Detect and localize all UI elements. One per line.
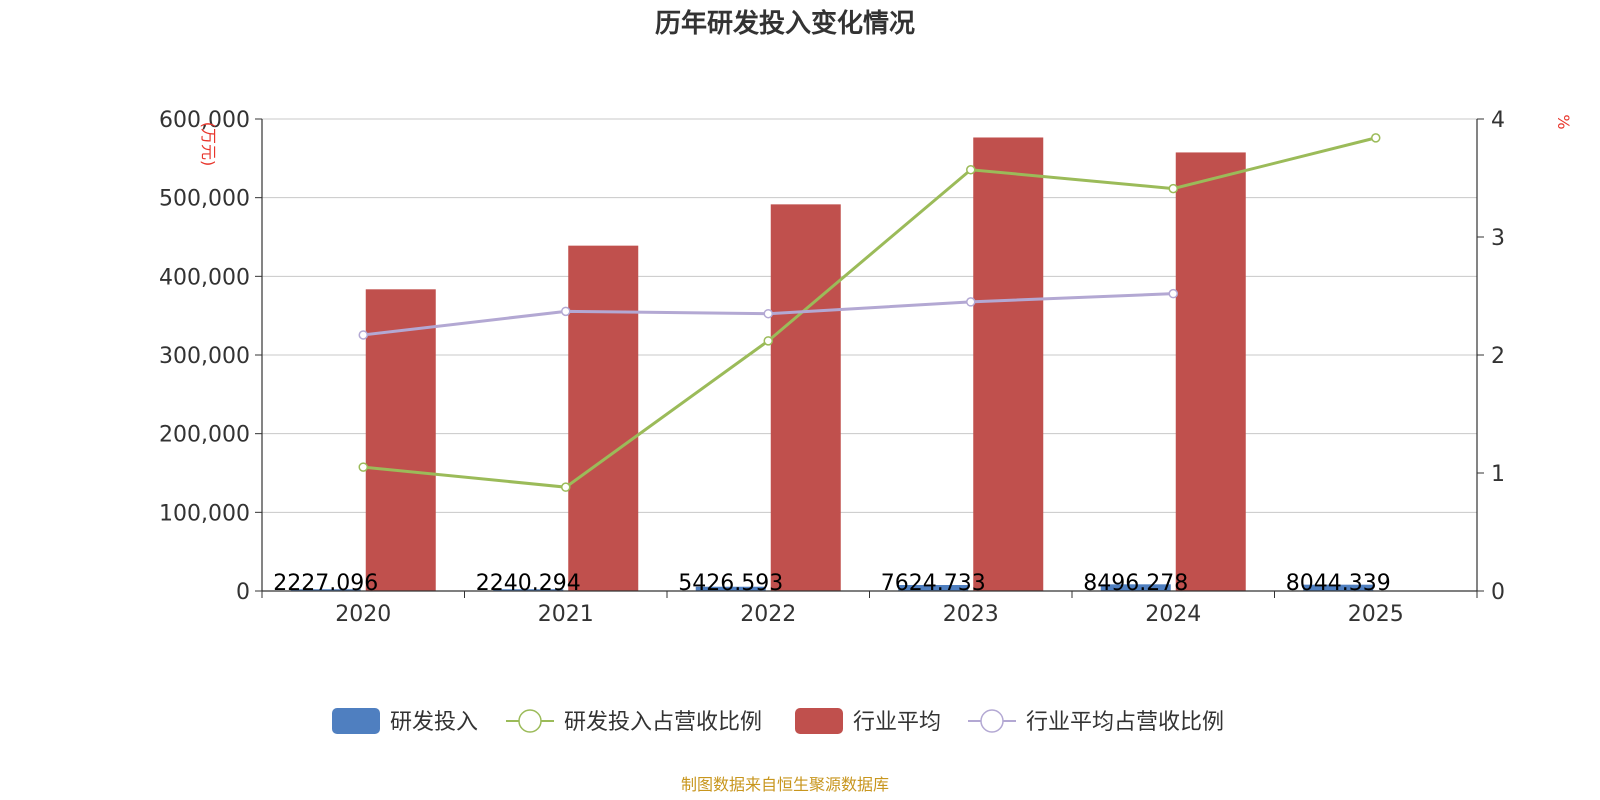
bar-industry: [568, 245, 639, 592]
bars: [290, 137, 1374, 592]
line-point: [966, 164, 976, 175]
legend-label: 行业平均: [853, 710, 941, 735]
bar-rd: [898, 585, 969, 591]
left-tick-label: 0: [236, 580, 250, 605]
right-axis-unit: %: [1554, 114, 1573, 129]
legend: 研发投入 研发投入占营收比例 行业平均 行业平均占营收比例: [332, 708, 1224, 735]
bar-rd: [290, 589, 361, 591]
legend-label: 研发投入: [390, 710, 478, 735]
legend-marker: [980, 709, 1004, 733]
line-series: [358, 133, 1381, 492]
x-tick-label: 2020: [335, 602, 391, 627]
left-tick-label: 200,000: [159, 423, 250, 448]
bar-rd: [695, 586, 766, 591]
left-tick-label: 300,000: [159, 344, 250, 369]
left-tick-label: 600,000: [159, 108, 250, 133]
x-tick-label: 2023: [943, 602, 999, 627]
legend-label: 行业平均占营收比例: [1026, 710, 1224, 735]
line-point: [966, 297, 976, 307]
right-tick-label: 0: [1491, 580, 1505, 605]
left-axis-unit: (万元): [199, 122, 218, 167]
right-tick-label: 2: [1491, 344, 1505, 369]
bar-data-label: 8044.339: [1286, 571, 1391, 596]
bar-rd: [493, 589, 564, 591]
bar-rd: [1100, 584, 1171, 591]
line-point: [358, 462, 368, 472]
x-tick-label: 2021: [538, 602, 594, 627]
line-point: [358, 330, 368, 340]
bar-data-label: 8496.278: [1083, 571, 1188, 596]
ratio-line: [363, 136, 1377, 489]
line-point: [1371, 133, 1381, 143]
left-tick-label: 400,000: [159, 265, 250, 290]
line-point: [561, 306, 571, 317]
axes: 0 100,000 200,000 300,000 400,000 500,000 600,…: [159, 108, 1505, 627]
bar-data-label: 2240.294: [476, 571, 581, 596]
bar-industry: [973, 137, 1044, 591]
legend-marker: [518, 709, 542, 733]
x-tick-label: 2025: [1348, 602, 1404, 627]
chart-title: 历年研发投入变化情况: [655, 8, 915, 39]
bar-data-label: 5426.593: [678, 571, 783, 596]
line-point: [763, 308, 773, 319]
bar-industry: [365, 289, 436, 591]
line-point: [1168, 183, 1178, 194]
line-point: [561, 482, 571, 492]
bar-rd: [1303, 584, 1374, 591]
x-tick-label: 2022: [740, 602, 796, 627]
bar-data-label: 2227.096: [273, 571, 378, 596]
data-labels: 2227.096 2240.294 5426.593 7624.733 8496.278…: [273, 571, 1390, 596]
right-tick-label: 1: [1491, 462, 1505, 487]
right-tick-label: 3: [1491, 226, 1505, 251]
right-tick-label: 4: [1491, 108, 1505, 133]
legend-swatch: [795, 708, 843, 734]
bar-industry: [770, 204, 841, 591]
line-point: [1168, 288, 1178, 299]
bar-data-label: 7624.733: [881, 571, 986, 596]
legend-label: 研发投入占营收比例: [564, 710, 762, 735]
left-tick-label: 100,000: [159, 501, 250, 526]
gridlines: [262, 118, 1477, 513]
x-tick-label: 2024: [1145, 602, 1201, 627]
source-note: 制图数据来自恒生聚源数据库: [681, 775, 889, 794]
left-tick-label: 500,000: [159, 187, 250, 212]
bar-industry: [1175, 152, 1246, 591]
legend-swatch: [332, 708, 380, 734]
line-point: [763, 336, 773, 346]
